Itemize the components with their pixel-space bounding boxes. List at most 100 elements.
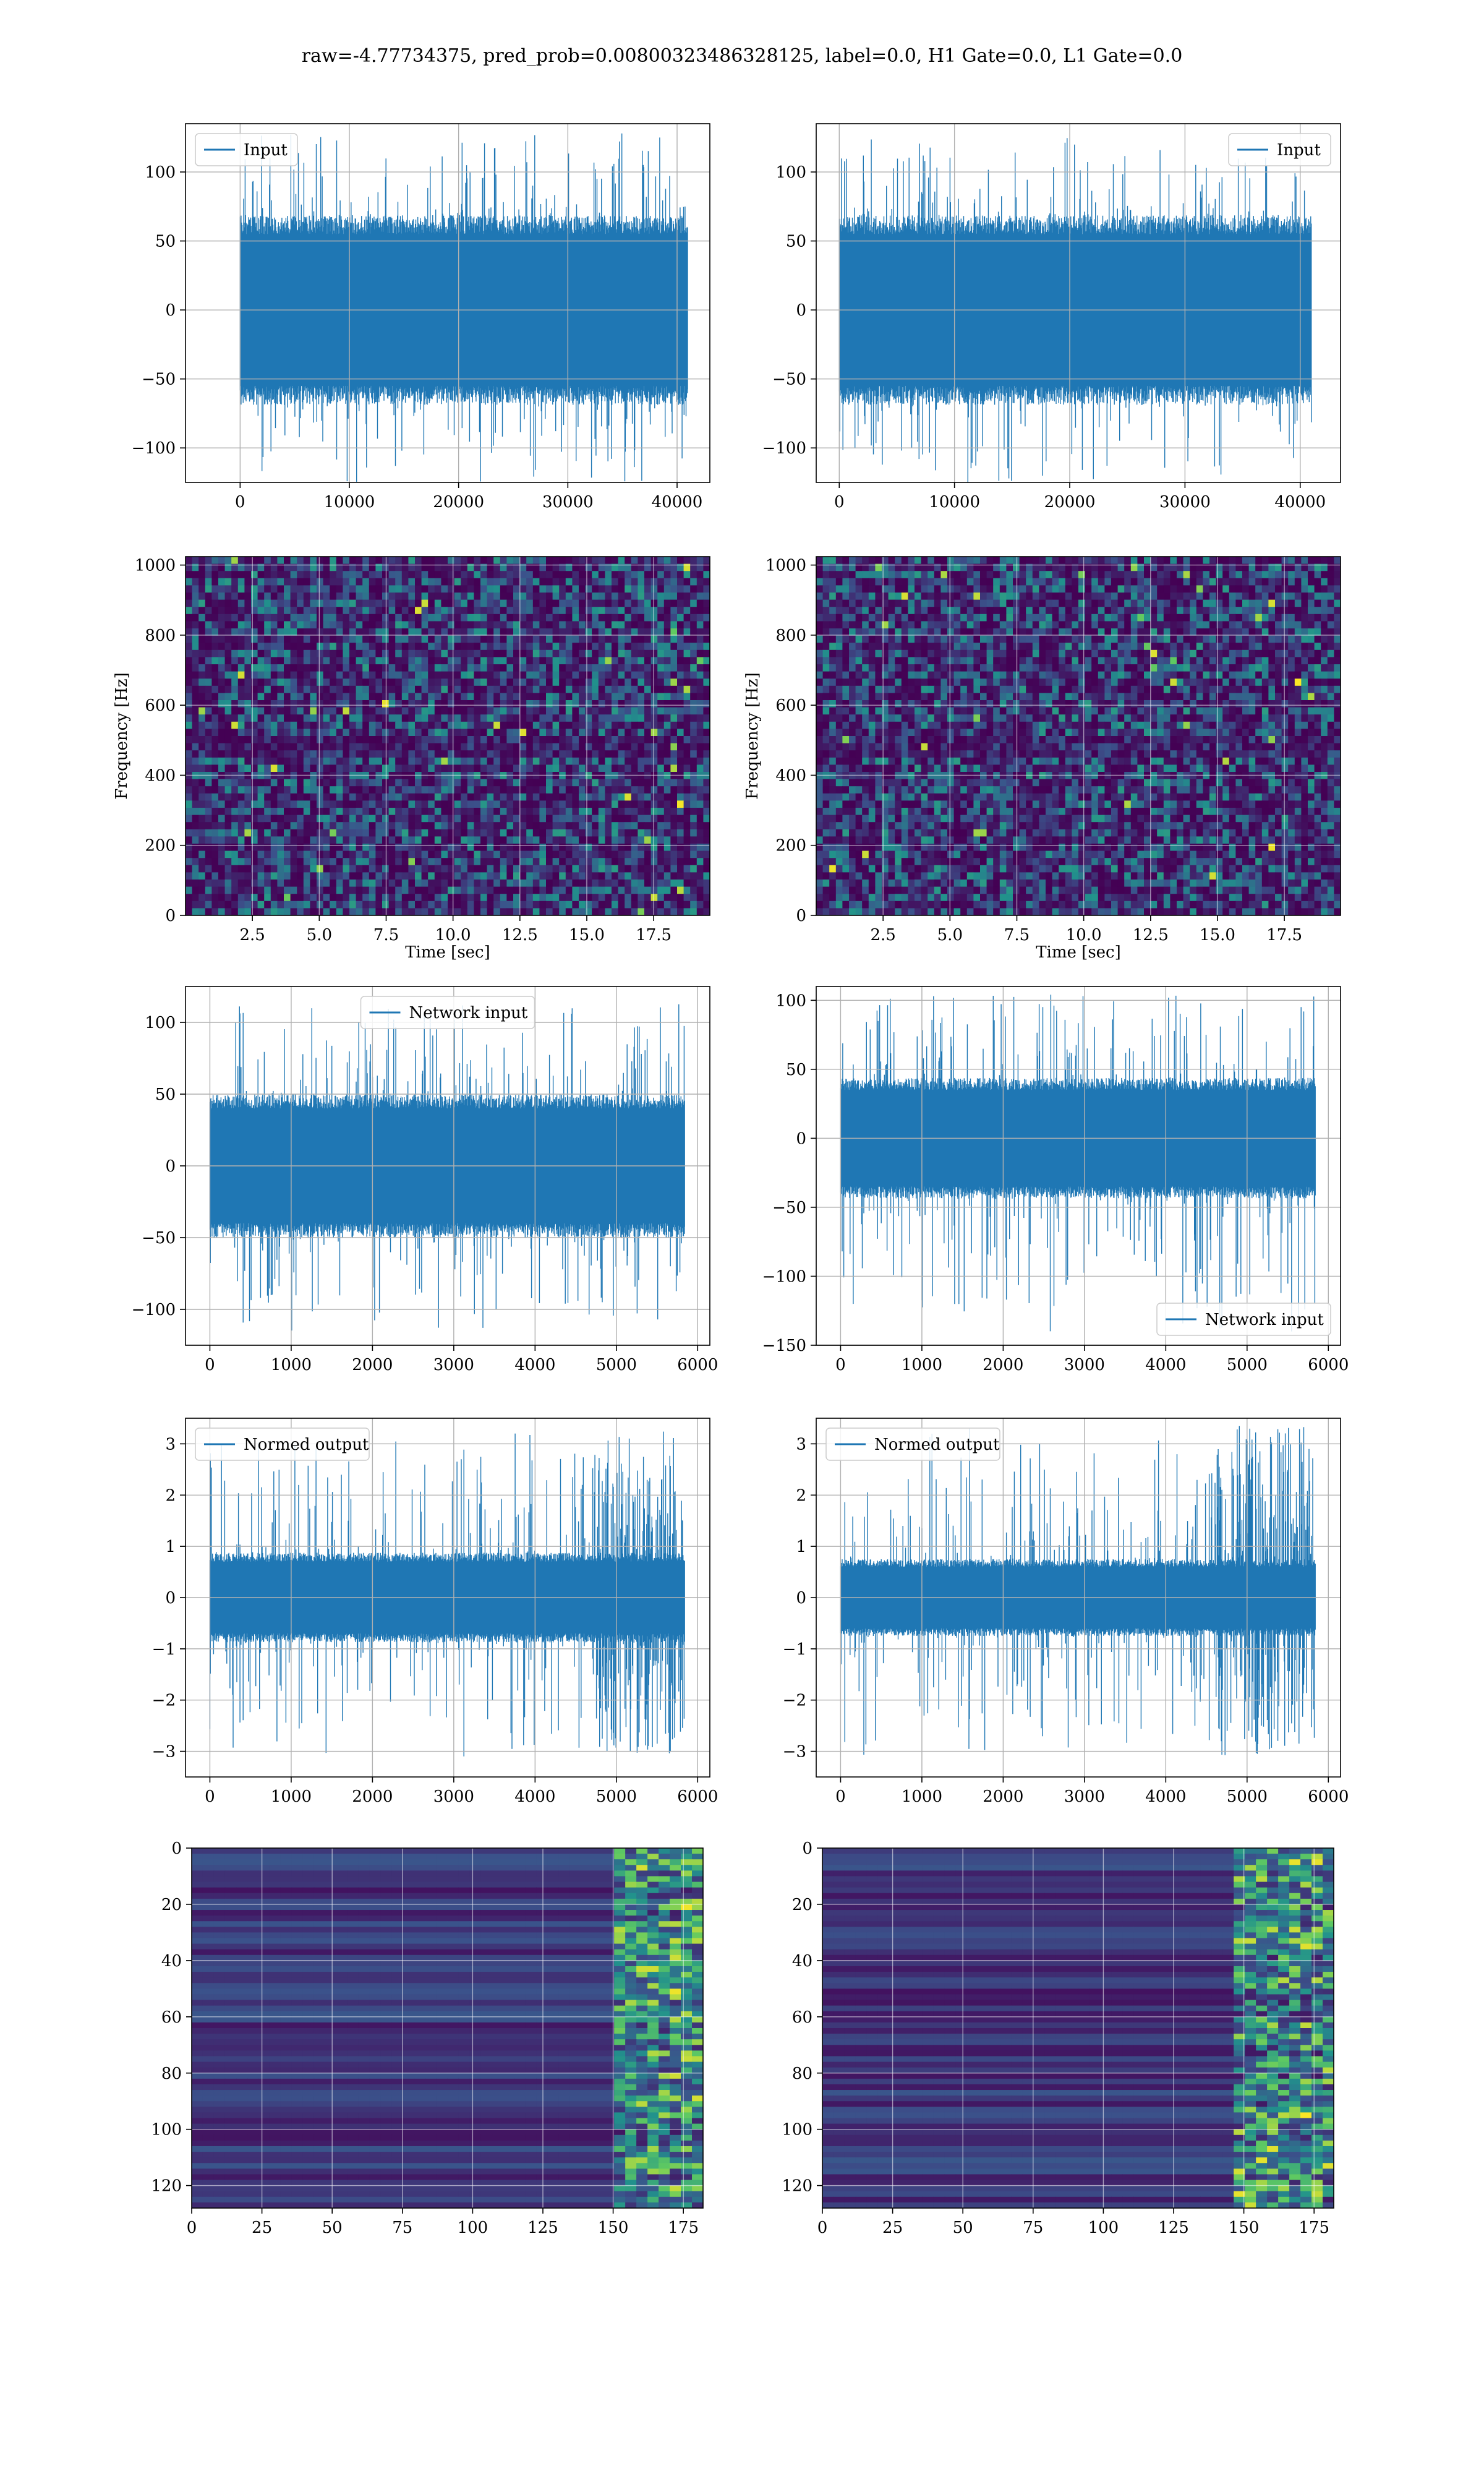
- heatmap-cell: [1026, 578, 1033, 586]
- heatmap-cell: [290, 729, 297, 737]
- heatmap-cell: [362, 614, 370, 622]
- heatmap-cell: [310, 850, 317, 858]
- heatmap-cell: [343, 836, 350, 844]
- heatmap-cell: [336, 908, 343, 915]
- heatmap-cell: [605, 865, 612, 873]
- heatmap-cell: [1163, 593, 1171, 601]
- heatmap-cell: [565, 628, 573, 636]
- heatmap-cell: [546, 779, 553, 787]
- heatmap-cell: [428, 822, 435, 830]
- heatmap-cell: [612, 649, 619, 657]
- heatmap-cell: [251, 793, 258, 801]
- heatmap-cell: [822, 599, 830, 607]
- heatmap-cell: [625, 815, 632, 823]
- heatmap-cell: [915, 557, 922, 565]
- heatmap-cell: [343, 872, 350, 880]
- heatmap-cell: [415, 599, 422, 607]
- heatmap-cell: [1059, 628, 1066, 636]
- heatmap-cell: [513, 800, 521, 808]
- heatmap-cell: [434, 585, 441, 593]
- heatmap-cell: [224, 571, 232, 579]
- heatmap-cell: [237, 736, 245, 744]
- heatmap-cell: [244, 563, 252, 571]
- heatmap-cell: [277, 585, 284, 593]
- heatmap-cell: [506, 614, 514, 622]
- heatmap-cell: [532, 563, 540, 571]
- heatmap-cell: [1098, 557, 1105, 565]
- heatmap-cell: [1078, 557, 1086, 565]
- heatmap-cell: [257, 599, 265, 607]
- heatmap-cell: [1235, 563, 1243, 571]
- heatmap-cell: [1026, 607, 1033, 615]
- heatmap-cell: [546, 578, 553, 586]
- heatmap-cell: [493, 714, 501, 722]
- heatmap-cell: [696, 850, 704, 858]
- heatmap-cell: [513, 858, 521, 866]
- heatmap-cell: [356, 779, 363, 787]
- heatmap-cell: [277, 800, 284, 808]
- heatmap-cell: [237, 593, 245, 601]
- heatmap-cell: [625, 571, 632, 579]
- heatmap-cell: [487, 836, 494, 844]
- heatmap-cell: [585, 557, 592, 565]
- heatmap-cell: [382, 557, 390, 565]
- heatmap-cell: [1183, 593, 1190, 601]
- heatmap-cell: [343, 793, 350, 801]
- heatmap-cell: [539, 829, 547, 837]
- heatmap-cell: [657, 693, 665, 701]
- heatmap-cell: [211, 815, 219, 823]
- heatmap-cell: [546, 643, 553, 651]
- heatmap-cell: [231, 844, 239, 852]
- heatmap-cell: [592, 621, 599, 629]
- heatmap-cell: [218, 649, 226, 657]
- heatmap-cell: [349, 700, 357, 708]
- heatmap-cell: [1111, 593, 1119, 601]
- heatmap-cell: [205, 886, 212, 894]
- heatmap-cell: [559, 836, 566, 844]
- heatmap-cell: [526, 880, 534, 888]
- heatmap-cell: [343, 614, 350, 622]
- heatmap-cell: [284, 693, 291, 701]
- heatmap-cell: [356, 800, 363, 808]
- heatmap-cell: [670, 815, 678, 823]
- heatmap-cell: [552, 836, 560, 844]
- heatmap-cell: [650, 614, 658, 622]
- heatmap-cell: [526, 757, 534, 765]
- heatmap-cell: [579, 678, 586, 687]
- heatmap-cell: [251, 657, 258, 665]
- heatmap-cell: [539, 764, 547, 773]
- heatmap-cell: [618, 757, 625, 765]
- heatmap-cell: [186, 685, 193, 693]
- heatmap-cell: [395, 865, 403, 873]
- heatmap-cell: [244, 880, 252, 888]
- heatmap-cell: [343, 557, 350, 565]
- heatmap-cell: [251, 908, 258, 915]
- heatmap-cell: [186, 585, 193, 593]
- heatmap-cell: [375, 628, 383, 636]
- heatmap-cell: [565, 721, 573, 729]
- heatmap-cell: [244, 585, 252, 593]
- heatmap-cell: [408, 764, 416, 773]
- heatmap-cell: [1177, 563, 1184, 571]
- heatmap-cell: [441, 865, 448, 873]
- heatmap-cell: [506, 678, 514, 687]
- heatmap-cell: [1150, 621, 1158, 629]
- heatmap-cell: [1203, 593, 1210, 601]
- heatmap-cell: [1235, 585, 1243, 593]
- heatmap-cell: [323, 657, 330, 665]
- heatmap-cell: [663, 714, 671, 722]
- heatmap-cell: [224, 621, 232, 629]
- heatmap-cell: [683, 621, 691, 629]
- heatmap-cell: [448, 872, 455, 880]
- heatmap-cell: [421, 628, 429, 636]
- heatmap-cell: [237, 894, 245, 902]
- heatmap-cell: [1059, 607, 1066, 615]
- heatmap-cell: [663, 585, 671, 593]
- heatmap-cell: [650, 607, 658, 615]
- heatmap-cell: [703, 865, 710, 873]
- heatmap-cell: [1072, 599, 1079, 607]
- heatmap-cell: [401, 657, 409, 665]
- heatmap-cell: [966, 571, 974, 579]
- heatmap-cell: [231, 599, 239, 607]
- heatmap-cell: [362, 621, 370, 629]
